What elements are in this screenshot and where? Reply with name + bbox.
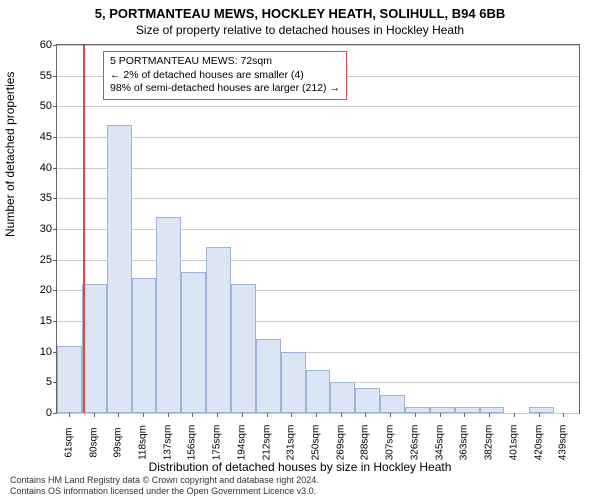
y-tick-label: 0 [46, 407, 52, 419]
y-tick-label: 10 [40, 346, 52, 358]
x-tick-label: 137sqm [162, 425, 173, 461]
reference-line [83, 45, 85, 413]
x-tick-label: 439sqm [558, 425, 569, 461]
histogram-bar [256, 339, 281, 413]
annotation-line: 5 PORTMANTEAU MEWS: 72sqm [110, 55, 340, 69]
x-tick-label: 80sqm [88, 427, 99, 457]
histogram-bar [380, 395, 405, 413]
histogram-bar [156, 217, 181, 413]
x-tick-label: 345sqm [434, 425, 445, 461]
x-tick-label: 420sqm [533, 425, 544, 461]
annotation-line: 98% of semi-detached houses are larger (… [110, 82, 340, 96]
histogram-bar [107, 125, 132, 413]
y-tick-label: 5 [46, 376, 52, 388]
x-tick-label: 401sqm [508, 425, 519, 461]
y-tick-label: 35 [40, 192, 52, 204]
x-tick-label: 307sqm [385, 425, 396, 461]
histogram-bar [132, 278, 157, 413]
x-tick-label: 363sqm [459, 425, 470, 461]
footer-line-1: Contains HM Land Registry data © Crown c… [10, 475, 319, 486]
x-axis-label: Distribution of detached houses by size … [0, 460, 600, 474]
histogram-bar [82, 284, 107, 413]
histogram-bar [306, 370, 331, 413]
y-axis-label: Number of detached properties [3, 72, 17, 237]
y-tick-label: 55 [40, 70, 52, 82]
x-tick-label: 250sqm [311, 425, 322, 461]
y-tick-label: 60 [40, 39, 52, 51]
chart-title-main: 5, PORTMANTEAU MEWS, HOCKLEY HEATH, SOLI… [0, 0, 600, 21]
y-tick-label: 25 [40, 254, 52, 266]
y-tick-label: 40 [40, 162, 52, 174]
y-tick-label: 30 [40, 223, 52, 235]
histogram-bar [455, 407, 480, 413]
x-tick-label: 99sqm [113, 427, 124, 457]
x-tick-label: 118sqm [137, 425, 148, 460]
histogram-bar [355, 388, 380, 413]
x-tick-label: 382sqm [484, 425, 495, 461]
histogram-bar [281, 352, 306, 413]
x-tick-label: 288sqm [360, 425, 371, 461]
x-tick-label: 175sqm [212, 425, 223, 461]
histogram-bar [430, 407, 455, 413]
x-tick-label: 269sqm [335, 425, 346, 461]
histogram-bar [206, 247, 231, 413]
annotation-box: 5 PORTMANTEAU MEWS: 72sqm← 2% of detache… [103, 51, 347, 100]
y-tick-label: 45 [40, 131, 52, 143]
x-tick-label: 326sqm [409, 425, 420, 461]
y-tick-label: 50 [40, 100, 52, 112]
chart-container: 5, PORTMANTEAU MEWS, HOCKLEY HEATH, SOLI… [0, 0, 600, 500]
x-tick-label: 212sqm [261, 425, 272, 461]
y-tick-label: 20 [40, 284, 52, 296]
histogram-bar [480, 407, 505, 413]
x-tick-label: 156sqm [187, 425, 198, 461]
histogram-bar [330, 382, 355, 413]
annotation-line: ← 2% of detached houses are smaller (4) [110, 69, 340, 83]
chart-title-sub: Size of property relative to detached ho… [0, 21, 600, 37]
x-tick-label: 61sqm [63, 427, 74, 457]
y-tick-label: 15 [40, 315, 52, 327]
footer-line-2: Contains OS information licensed under t… [10, 486, 319, 497]
plot-area: 05101520253035404550556061sqm80sqm99sqm1… [56, 44, 580, 414]
x-tick-label: 231sqm [286, 425, 297, 461]
footer-attribution: Contains HM Land Registry data © Crown c… [10, 475, 319, 497]
histogram-bar [231, 284, 256, 413]
histogram-bar [57, 346, 82, 413]
histogram-bar [529, 407, 554, 413]
x-tick-label: 194sqm [236, 425, 247, 461]
histogram-bar [405, 407, 430, 413]
histogram-bar [181, 272, 206, 413]
